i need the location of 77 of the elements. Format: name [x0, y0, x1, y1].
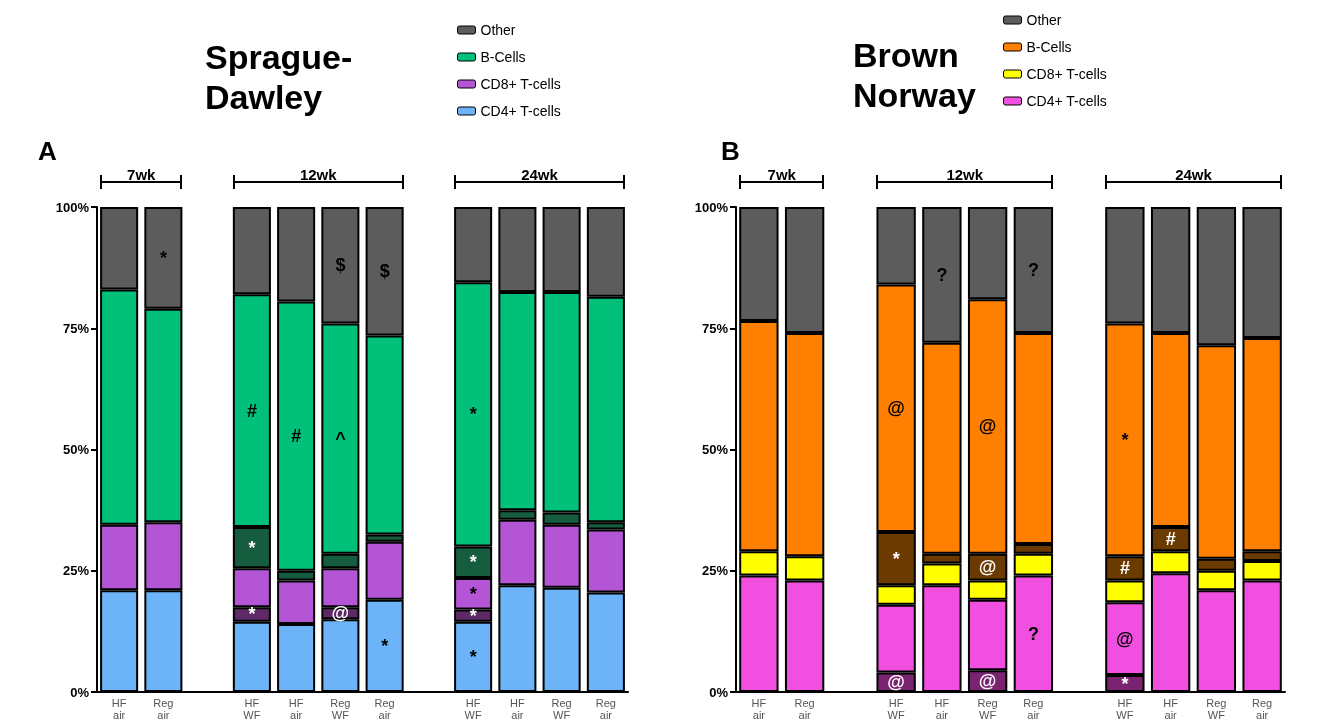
legend-label: B-Cells [480, 49, 526, 65]
data-label: * [1121, 429, 1129, 450]
x-tick-label: Reg air [794, 697, 815, 721]
text: 7wk [766, 166, 797, 183]
text: 7wk [126, 166, 157, 183]
data-label: * [469, 605, 477, 626]
x-tick-label: Reg WF [551, 697, 572, 721]
legend-label: Other [1026, 12, 1062, 28]
y-tick-label: 100% [694, 199, 729, 215]
x-tick-label: Reg WF [1206, 697, 1227, 721]
legend-label: Other [480, 22, 516, 38]
x-tick-label: HF WF [1116, 697, 1134, 721]
x-tick-label: Reg air [595, 697, 616, 721]
y-tick-label: 75% [701, 320, 729, 336]
data-label: * [469, 646, 477, 667]
data-label: @ [331, 603, 350, 624]
data-label: * [469, 404, 477, 425]
legend-label: B-Cells [1026, 39, 1072, 55]
x-tick-label: Reg air [1023, 697, 1044, 721]
x-tick-label: HF air [510, 697, 525, 721]
text: 24wk [520, 166, 559, 183]
x-tick-label: Reg air [153, 697, 174, 721]
data-label: # [1119, 558, 1130, 579]
data-label: * [1121, 673, 1129, 694]
data-label: $ [379, 261, 390, 282]
y-tick-label: 0% [709, 684, 729, 700]
y-tick-label: 50% [62, 442, 90, 457]
data-label: * [469, 583, 477, 604]
data-label: @ [978, 416, 997, 437]
text: B [721, 136, 740, 167]
x-tick-label: Reg WF [977, 697, 998, 721]
x-tick-label: Reg WF [330, 697, 351, 721]
data-label: * [381, 635, 389, 656]
data-label: * [892, 548, 900, 569]
y-tick-label: 25% [62, 563, 90, 579]
x-tick-label: HF air [111, 697, 127, 721]
data-label: * [248, 537, 256, 558]
text: A [38, 136, 57, 167]
data-label: @ [887, 672, 905, 693]
x-tick-label: Reg air [1252, 697, 1273, 721]
legend-label: CD8+ T-cells [480, 76, 561, 92]
chart-title: Sprague-Dawley [205, 38, 353, 116]
chart-title: Brown Norway [853, 36, 976, 114]
legend-label: CD4+ T-cells [1026, 93, 1107, 109]
x-tick-label: HF air [751, 697, 767, 721]
y-tick-label: 50% [701, 442, 729, 457]
data-label: @ [978, 671, 997, 692]
y-tick-label: 0% [70, 684, 90, 700]
text: 24wk [1174, 166, 1213, 183]
y-tick-label: 25% [701, 563, 729, 579]
data-label: @ [1116, 628, 1134, 649]
legend-label: CD8+ T-cells [1026, 66, 1107, 82]
x-tick-label: HF WF [464, 697, 482, 721]
data-label: ? [1027, 260, 1039, 281]
x-tick-label: HF air [934, 697, 950, 721]
data-label: @ [887, 398, 905, 419]
data-label: ? [1027, 623, 1039, 644]
data-label: ? [936, 264, 948, 285]
x-tick-label: HF air [1163, 697, 1179, 721]
y-tick-label: 75% [62, 320, 90, 336]
data-label: ^ [335, 428, 347, 449]
data-label: * [248, 604, 256, 625]
y-tick-label: 100% [55, 199, 90, 215]
x-tick-label: HF WF [243, 697, 261, 721]
data-label: # [1165, 529, 1176, 550]
data-label: @ [978, 557, 997, 578]
x-tick-label: HF WF [887, 697, 905, 721]
x-tick-label: HF air [288, 697, 304, 721]
legend-label: CD4+ T-cells [480, 103, 561, 119]
data-label: $ [335, 255, 346, 276]
data-label: * [469, 552, 477, 573]
text: 12wk [298, 166, 338, 183]
data-label: # [291, 426, 302, 447]
data-label: * [159, 247, 167, 268]
data-label: # [246, 400, 257, 421]
x-tick-label: Reg air [374, 697, 395, 721]
text: 12wk [945, 166, 985, 183]
